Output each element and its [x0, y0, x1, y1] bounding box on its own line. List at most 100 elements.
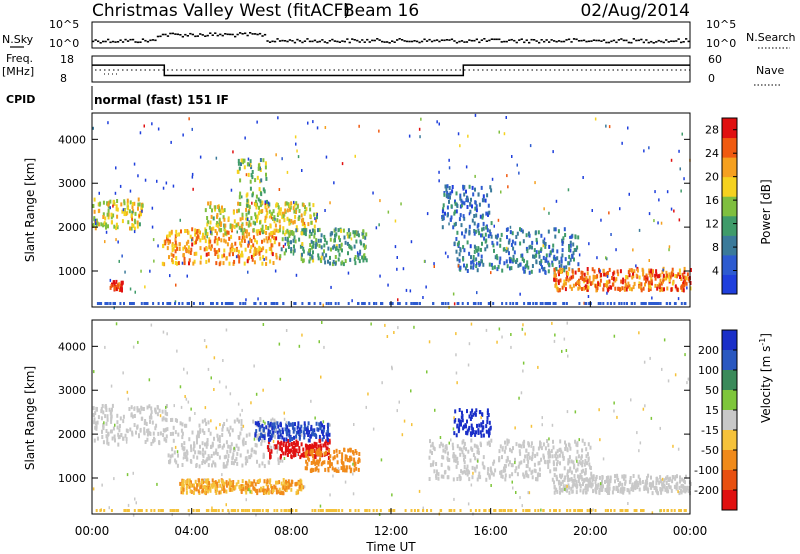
power-cell: [521, 253, 524, 258]
velocity-cell: [102, 410, 105, 415]
velocity-cell: [110, 414, 113, 419]
nsky-point: [231, 33, 234, 36]
nsky-point: [214, 32, 217, 34]
velocity-cell: [192, 490, 195, 495]
velocity-cell: [323, 460, 326, 465]
power-ground: [563, 302, 566, 305]
nsky-point: [126, 40, 130, 42]
power-noise: [144, 178, 147, 182]
power-noise: [605, 124, 607, 128]
velocity-noise: [522, 323, 524, 327]
velocity-cell: [287, 445, 290, 450]
velocity-colorbar-swatch: [722, 410, 737, 431]
velocity-cell: [255, 433, 258, 438]
power-cell: [353, 257, 356, 262]
power-noise: [186, 274, 188, 278]
power-ground: [119, 302, 122, 305]
power-noise: [543, 207, 545, 211]
nsky-point: [94, 39, 97, 41]
power-cell: [654, 273, 657, 278]
velocity-noise: [643, 360, 646, 364]
power-ground: [140, 302, 143, 305]
velocity-cell: [684, 489, 687, 494]
velocity-cell: [582, 468, 585, 473]
velocity-noise: [207, 367, 210, 371]
power-cell: [561, 241, 564, 246]
velocity-colorbar-tick-label: -200: [694, 484, 719, 497]
velocity-cell: [182, 487, 185, 492]
velocity-noise: [578, 438, 580, 442]
velocity-cell: [308, 444, 311, 448]
power-ground: [644, 302, 647, 305]
power-cell: [192, 261, 195, 266]
power-noise: [543, 237, 546, 241]
velocity-noise: [221, 473, 223, 477]
power-cell: [463, 234, 466, 239]
velocity-cell: [316, 452, 319, 457]
velocity-cell: [287, 448, 289, 453]
power-cell: [275, 255, 278, 260]
velocity-cell: [138, 434, 140, 439]
velocity-cell: [343, 465, 346, 470]
power-ground: [259, 302, 262, 305]
velocity-cell: [325, 450, 327, 455]
power-noise: [206, 235, 208, 239]
velocity-ground: [110, 509, 113, 512]
power-cell: [474, 229, 477, 234]
power-cell: [299, 244, 302, 249]
velocity-cell: [301, 453, 304, 458]
velocity-ground: [244, 509, 247, 512]
power-ground: [461, 302, 464, 305]
power-cell: [361, 255, 364, 260]
velocity-noise: [498, 327, 501, 331]
power-ground: [659, 302, 662, 305]
power-noise: [169, 274, 171, 278]
velocity-cell: [112, 426, 115, 431]
velocity-cell: [685, 474, 687, 479]
velocity-cell: [614, 474, 616, 479]
power-noise: [117, 240, 119, 244]
power-cell: [203, 247, 206, 252]
velocity-cell: [180, 443, 183, 448]
power-cell: [265, 176, 268, 181]
velocity-cell: [273, 484, 276, 489]
power-cell: [228, 252, 231, 257]
velocity-cell: [227, 444, 230, 449]
power-colorbar-frame: [721, 117, 738, 295]
velocity-cell: [246, 487, 249, 492]
power-cell: [227, 230, 230, 235]
power-cell: [525, 263, 527, 268]
velocity-cell: [219, 490, 222, 495]
nsky-point: [348, 41, 351, 44]
velocity-cell: [663, 484, 665, 488]
power-cell: [168, 239, 171, 244]
velocity-cell: [180, 487, 183, 492]
nsky-point: [298, 40, 302, 42]
power-cell: [208, 237, 211, 242]
nsky-point: [627, 41, 630, 44]
power-ground: [535, 302, 538, 305]
velocity-noise: [551, 423, 554, 427]
power-cell: [631, 268, 634, 273]
power-ground: [444, 302, 447, 305]
velocity-cell: [666, 489, 669, 494]
velocity-noise: [554, 333, 556, 337]
power-noise: [493, 224, 495, 228]
velocity-cell: [600, 488, 603, 492]
velocity-cell: [197, 434, 200, 439]
velocity-cell: [590, 483, 593, 488]
velocity-ground: [207, 509, 210, 512]
velocity-cell: [344, 457, 347, 462]
power-noise: [606, 257, 608, 261]
power-noise: [114, 191, 117, 195]
velocity-cell: [544, 446, 547, 451]
velocity-cell: [539, 444, 541, 449]
power-cell: [556, 249, 559, 254]
nsky-point: [500, 41, 503, 43]
velocity-noise: [103, 421, 105, 425]
power-cell: [282, 230, 285, 235]
velocity-ground: [673, 509, 676, 512]
velocity-cell: [268, 437, 270, 442]
power-cell: [133, 226, 136, 231]
velocity-noise: [126, 473, 129, 477]
